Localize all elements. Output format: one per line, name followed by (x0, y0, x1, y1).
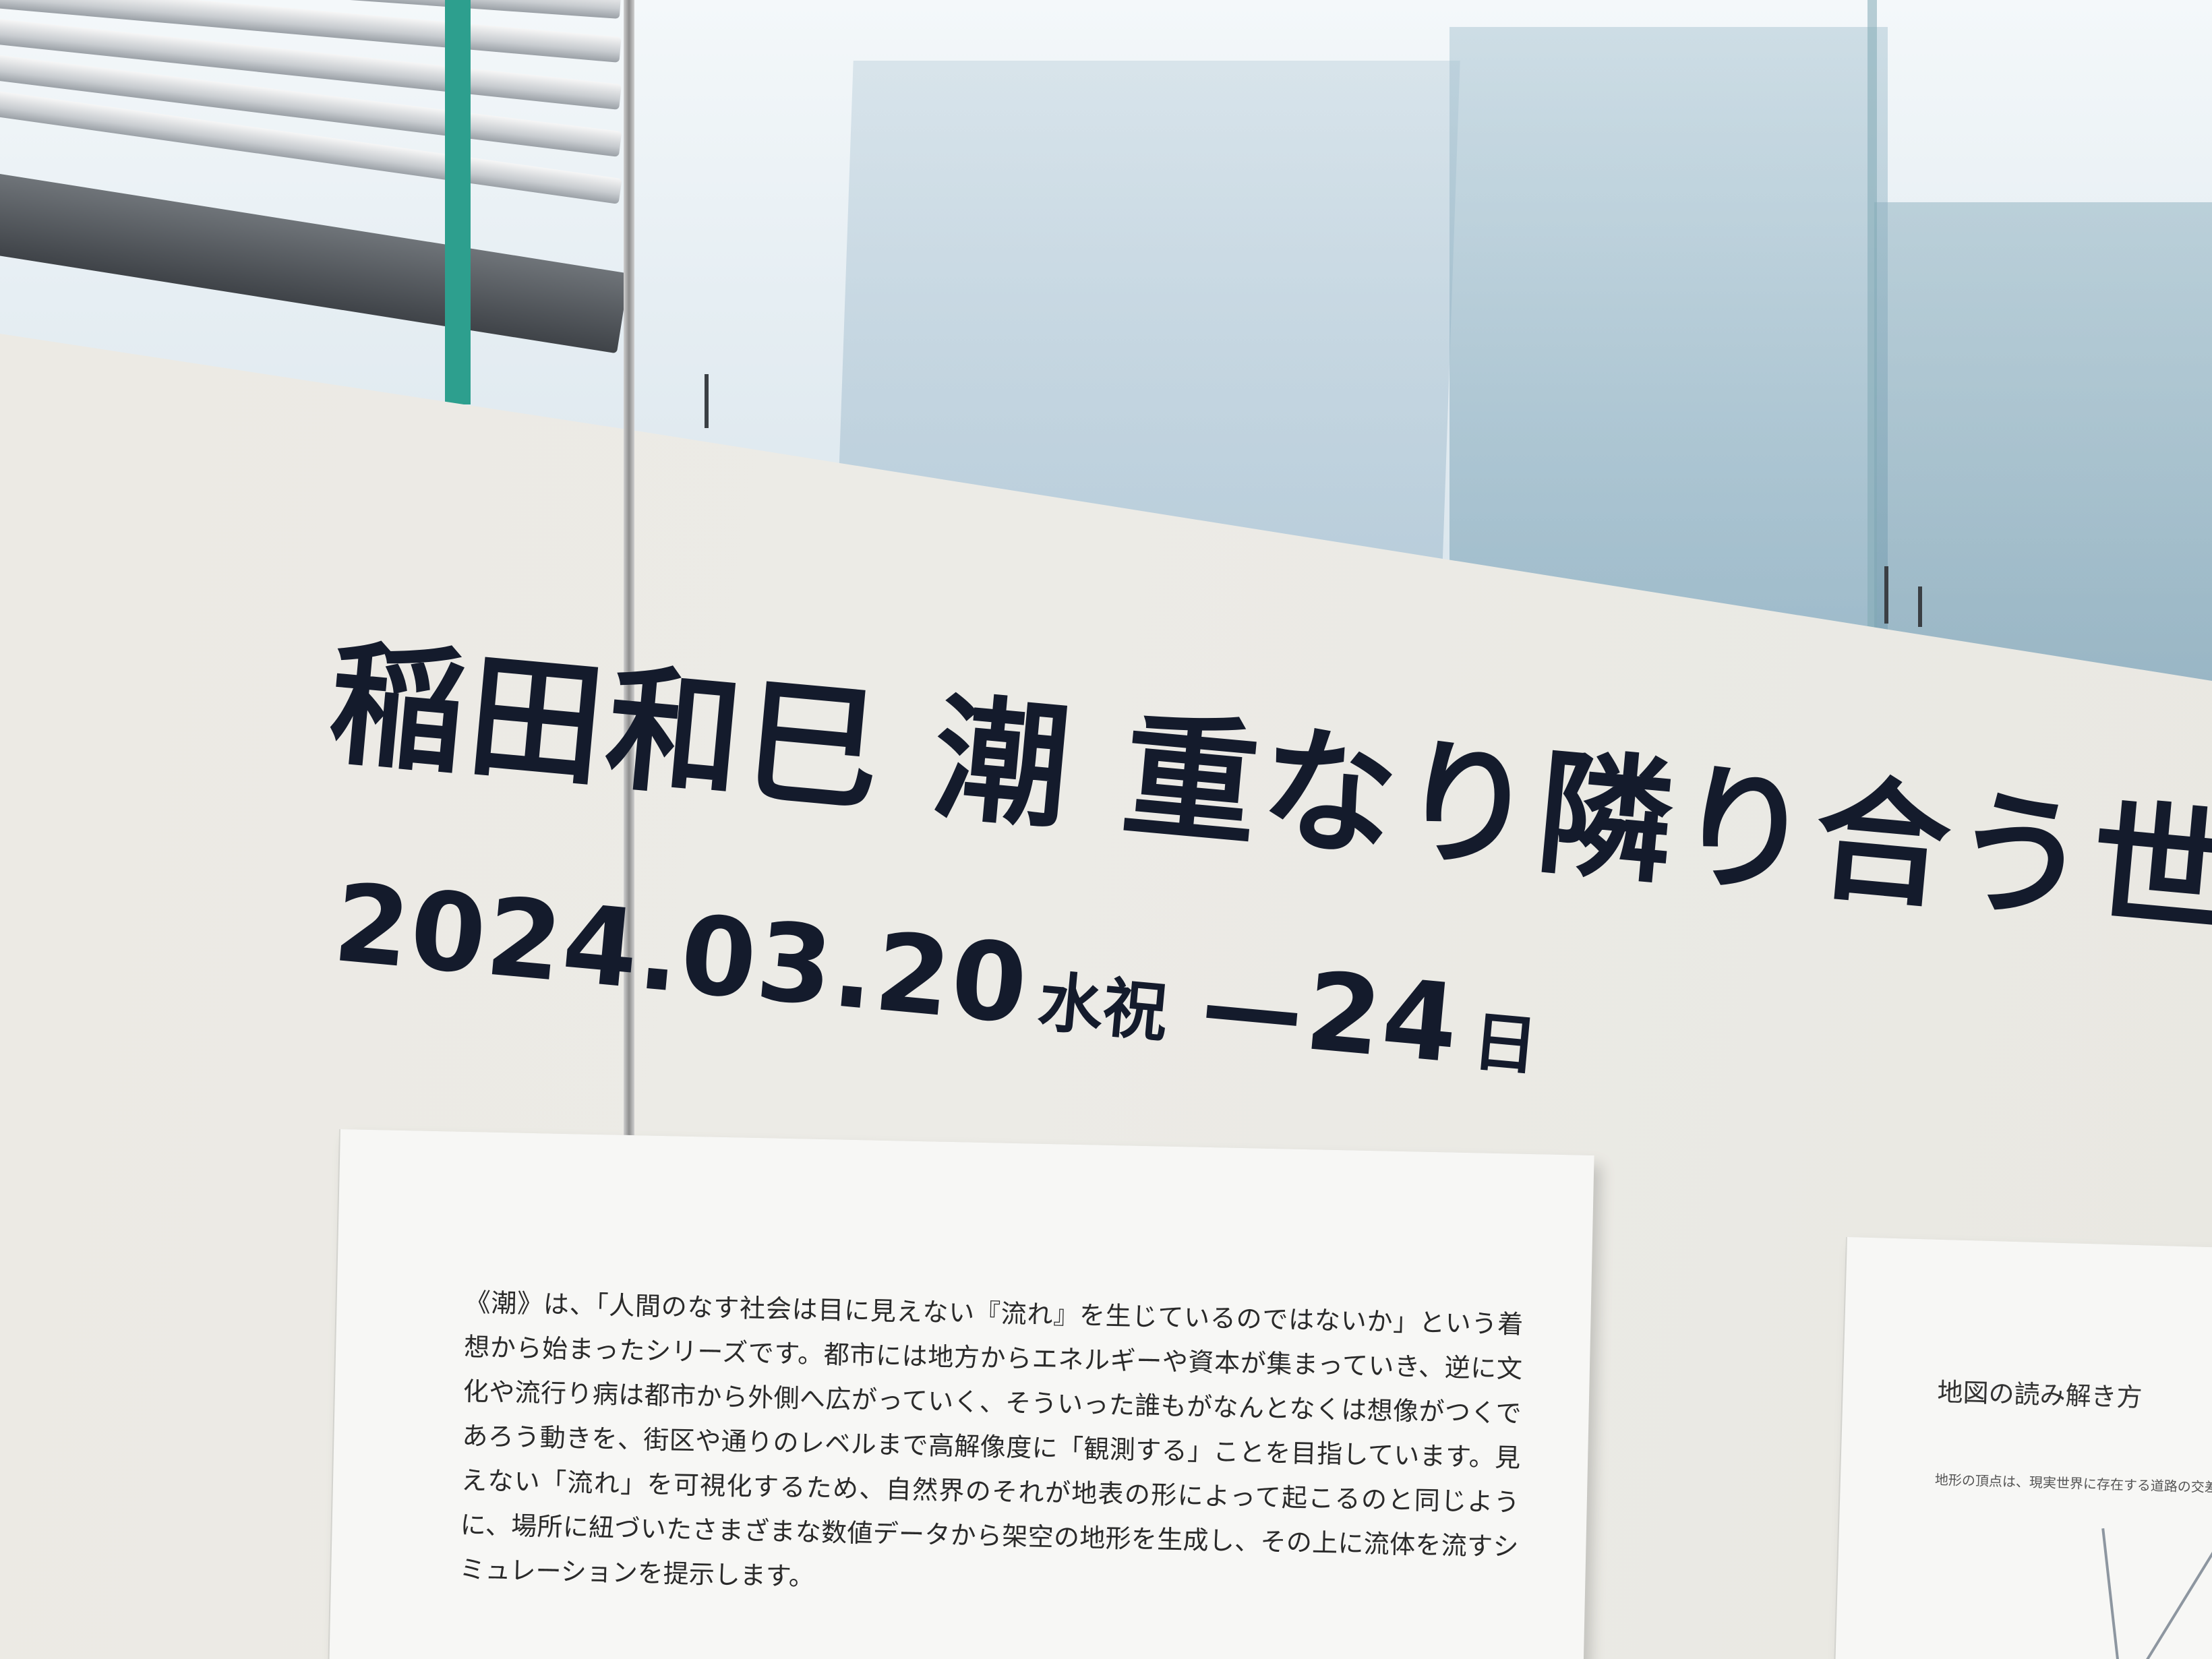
statement-panel: 《潮》は、「人間のなす社会は目に見えない『流れ』を生じているのではないか」という… (328, 1129, 1594, 1659)
window-frame-pole (445, 0, 471, 404)
blind-bottom-rail (0, 172, 630, 354)
map-guide-text: 地形の頂点は、現実世界に存在する道路の交差点 (1934, 1471, 2212, 1497)
statement-text: 《潮》は、「人間のなす社会は目に見えない『流れ』を生じているのではないか」という… (458, 1287, 1524, 1592)
wall-pin (1884, 566, 1888, 624)
wall-pin (705, 374, 709, 428)
background-building (1449, 27, 1888, 634)
map-diagram-line (2107, 1550, 2212, 1659)
end-date: 24 (1301, 948, 1465, 1087)
window-mullion (1867, 0, 1877, 674)
map-guide-panel: 地図の読み解き方 地形の頂点は、現実世界に存在する道路の交差点 (1834, 1237, 2212, 1659)
map-guide-heading: 地図の読み解き方 (1937, 1377, 2143, 1413)
start-weekday: 水祝 (1035, 963, 1171, 1051)
map-diagram-line (2101, 1528, 2127, 1659)
wall-pin (1918, 586, 1922, 627)
date-dash: — (1197, 946, 1309, 1072)
window-blinds (0, 0, 630, 391)
blind-cord (624, 0, 634, 1146)
end-weekday: 日 (1469, 1003, 1541, 1085)
